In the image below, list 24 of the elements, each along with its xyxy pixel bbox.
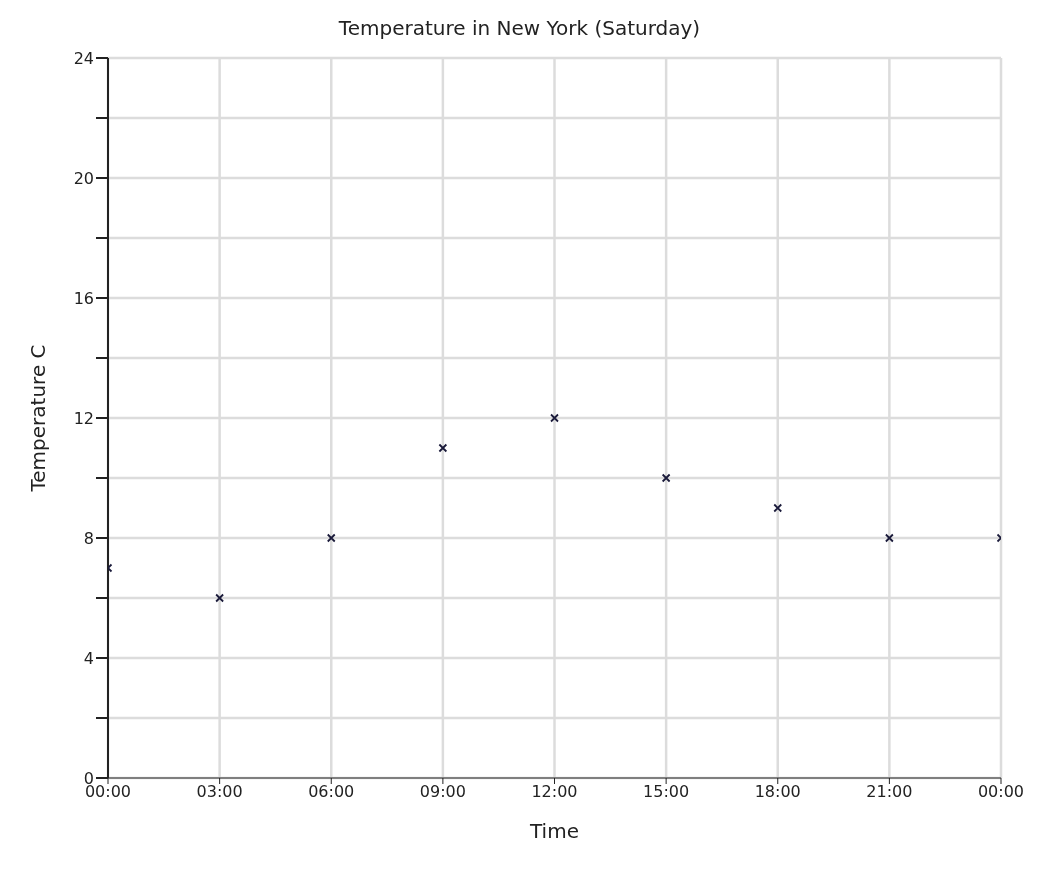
- y-tick-label: 20: [73, 168, 94, 188]
- point: [438, 443, 448, 453]
- point: [550, 413, 559, 423]
- x-tick-label: 00:00: [977, 782, 1025, 802]
- x-tick-label: 18:00: [754, 782, 801, 802]
- x-tick-label: 15:00: [643, 782, 690, 802]
- point: [326, 533, 336, 543]
- y-axis-title: Temperature C: [26, 344, 51, 493]
- x-tick-label: 12:00: [531, 782, 578, 802]
- x-tick-label: 09:00: [419, 782, 466, 802]
- y-tick-label: 12: [73, 408, 94, 428]
- point: [773, 503, 783, 513]
- point: [215, 593, 225, 603]
- x-tick-label: 21:00: [866, 782, 913, 802]
- x-axis-title: Time: [529, 819, 579, 843]
- y-tick-label: 16: [73, 288, 94, 308]
- y-tick-label: 8: [83, 528, 94, 548]
- point: [884, 533, 894, 543]
- chart-title: Temperature in New York (Saturday): [337, 15, 702, 42]
- point: [661, 473, 671, 483]
- y-tick-label: 24: [73, 48, 94, 68]
- y-tick-label: 4: [83, 648, 94, 668]
- x-tick-label: 06:00: [308, 782, 355, 802]
- x-tick-label: 03:00: [196, 782, 243, 802]
